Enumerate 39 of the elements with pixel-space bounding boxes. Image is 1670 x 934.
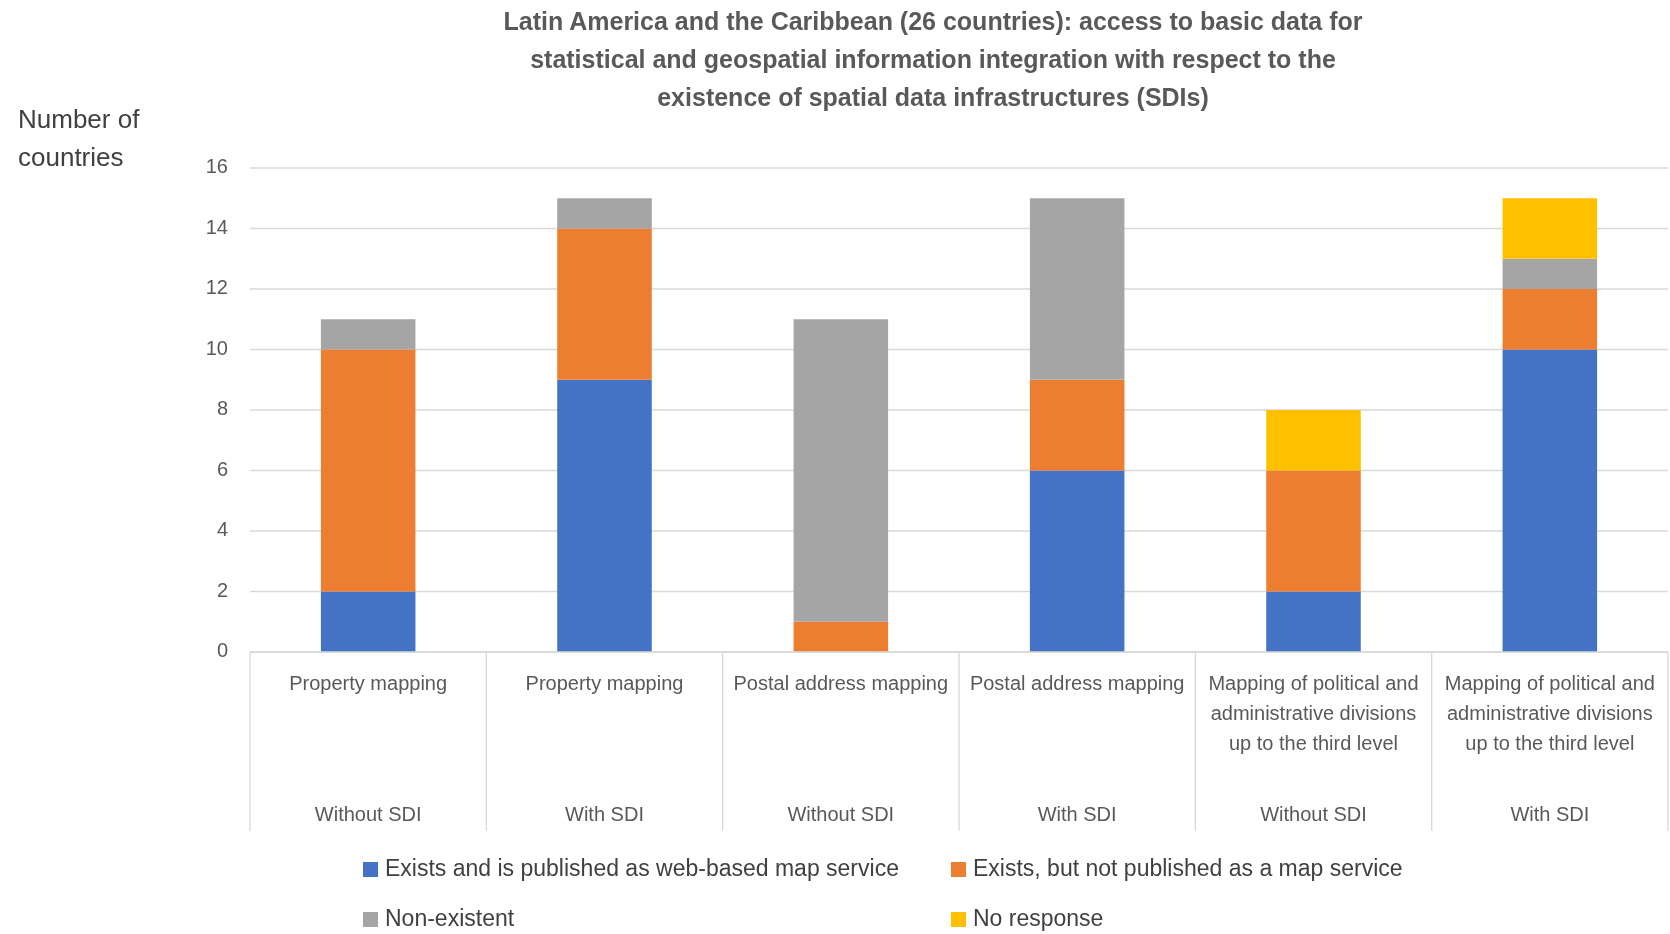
legend-label: No response (973, 905, 1104, 932)
legend-label: Exists and is published as web-based map service (385, 855, 899, 882)
bar (557, 379, 652, 652)
bar (320, 591, 416, 652)
bar (793, 621, 889, 652)
bar (1502, 289, 1598, 350)
category-label: Postal address mapping With SDI (969, 672, 1185, 825)
y-tick-label: 0 (216, 639, 228, 662)
bar (557, 228, 652, 380)
bar (320, 349, 416, 592)
bar (1502, 258, 1598, 289)
legend-label: Non-existent (385, 905, 515, 932)
y-tick-label: 14 (205, 215, 228, 238)
category-label: Mapping of political and administrative divisions up to the third level With SDI (1444, 672, 1655, 825)
y-tick-label: 12 (205, 276, 228, 299)
y-axis-title: Number of countries (18, 104, 141, 172)
bar (1029, 379, 1125, 471)
bar (1029, 198, 1125, 380)
category-label: Postal address mapping Without SDI (733, 672, 949, 825)
bar (1502, 349, 1598, 652)
y-tick-label: 10 (205, 336, 228, 359)
y-tick-label: 6 (216, 457, 228, 480)
y-tick-label: 16 (205, 155, 228, 178)
bar (1266, 591, 1361, 652)
y-tick-label: 4 (216, 518, 228, 541)
category-label: Property mapping Without SDI (289, 672, 448, 825)
bar (1266, 470, 1361, 592)
bar (1266, 410, 1361, 471)
bar (557, 198, 652, 229)
bar (793, 319, 889, 622)
legend-label: Exists, but not published as a map service (973, 855, 1403, 882)
y-tick-label: 8 (216, 397, 228, 420)
bar (1029, 470, 1125, 652)
bar (320, 319, 416, 350)
category-label: Property mapping With SDI (525, 672, 684, 825)
category-label: Mapping of political and administrative divisions up to the third level Without SDI (1208, 672, 1419, 825)
y-tick-label: 2 (216, 578, 228, 601)
bar (1502, 198, 1598, 259)
chart-title: Latin America and the Caribbean (26 countries): access to basic data for statistical and geospatial information integration with respect to the existence of spatial data infrastructures (SDIs) (503, 7, 1363, 111)
